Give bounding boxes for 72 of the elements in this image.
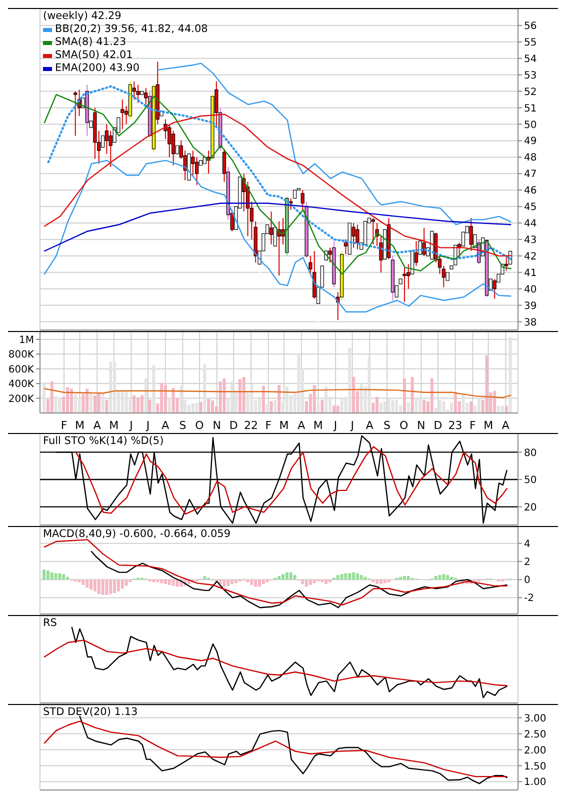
y-tick-label: 1.00 xyxy=(524,777,546,788)
x-tick-label: A xyxy=(298,418,306,432)
x-tick-label: A xyxy=(366,418,374,432)
y-tick-label: 43 xyxy=(524,235,537,246)
y-tick-label: -2 xyxy=(524,593,534,604)
legend-label: BB(20,2) 39.56, 41.82, 44.08 xyxy=(55,23,208,36)
y-tick-label: 56 xyxy=(524,21,537,32)
x-tick-label: A xyxy=(162,418,170,432)
y-tick-label: 41 xyxy=(524,268,537,279)
y-tick-label: 45 xyxy=(524,202,537,214)
y-tick-label: 3.00 xyxy=(524,713,546,724)
x-tick-label: F xyxy=(470,418,476,432)
y-tick-label: 53 xyxy=(524,70,537,82)
x-tick-label: M xyxy=(484,418,494,432)
y-tick-label: 1M xyxy=(19,334,34,346)
y-tick-label: 46 xyxy=(524,186,537,197)
y-tick-label: 52 xyxy=(524,86,537,98)
y-tick-label: 2.50 xyxy=(524,729,546,740)
y-tick-label: 400K xyxy=(8,379,34,390)
x-tick-label: M xyxy=(109,418,119,432)
y-tick-label: 49 xyxy=(524,136,537,148)
x-tick-label: 23 xyxy=(448,418,462,432)
chart-title: Full STO %K(14) %D(5) xyxy=(43,435,164,448)
y-tick-label: 80 xyxy=(524,448,537,459)
y-tick-label: 600K xyxy=(8,364,34,376)
x-tick-label: S xyxy=(384,418,391,432)
x-tick-label: N xyxy=(417,418,426,432)
y-tick-label: 38 xyxy=(524,317,537,328)
x-tick-label: D xyxy=(229,418,238,432)
x-tick-label: N xyxy=(212,418,221,432)
x-tick-label: M xyxy=(313,418,323,432)
x-tick-label: F xyxy=(60,418,68,432)
x-tick-label: J xyxy=(145,418,150,432)
legend-label: EMA(200) 43.90 xyxy=(55,62,140,75)
y-tick-label: 2.00 xyxy=(524,745,546,756)
y-tick-label: 40 xyxy=(524,284,537,296)
legend-label: SMA(8) 41.23 xyxy=(55,36,126,49)
x-tick-label: J xyxy=(128,418,133,432)
x-tick-label: A xyxy=(93,418,102,432)
y-tick-label: 1.50 xyxy=(524,761,546,772)
y-tick-label: 54 xyxy=(524,54,537,65)
x-tick-label: S xyxy=(179,418,186,432)
legend-label: SMA(50) 42.01 xyxy=(55,49,133,62)
x-tick-label: J xyxy=(332,418,338,432)
x-tick-label: M xyxy=(279,418,289,432)
chart-title: RS xyxy=(43,617,57,630)
y-tick-label: 50 xyxy=(524,475,537,486)
y-tick-label: 200K xyxy=(8,394,34,405)
chart-title: (weekly) 42.29 xyxy=(43,10,122,23)
x-tick-label: M xyxy=(74,418,84,432)
x-tick-label: O xyxy=(195,418,204,432)
y-tick-label: 55 xyxy=(524,37,537,48)
chart-title: MACD(8,40,9) -0.600, -0.664, 0.059 xyxy=(43,528,231,541)
x-tick-label: D xyxy=(434,418,442,432)
x-tick-label: A xyxy=(502,418,510,432)
y-tick-label: 39 xyxy=(524,300,537,312)
y-tick-label: 4 xyxy=(524,538,530,550)
y-tick-label: 51 xyxy=(524,103,537,114)
y-tick-label: 0 xyxy=(524,575,530,586)
x-tick-label: F xyxy=(265,418,272,432)
y-tick-label: 20 xyxy=(524,502,537,514)
x-tick-label: J xyxy=(350,418,354,432)
y-tick-label: 2 xyxy=(524,556,530,568)
x-tick-label: 22 xyxy=(244,418,258,432)
chart-title: STD DEV(20) 1.13 xyxy=(43,706,138,719)
y-tick-label: 48 xyxy=(524,152,537,164)
x-tick-label: O xyxy=(399,418,408,432)
y-tick-label: 42 xyxy=(524,251,537,262)
y-tick-label: 47 xyxy=(524,169,537,180)
y-tick-label: 50 xyxy=(524,120,537,131)
y-tick-label: 800K xyxy=(8,350,34,361)
y-tick-label: 44 xyxy=(524,218,537,230)
